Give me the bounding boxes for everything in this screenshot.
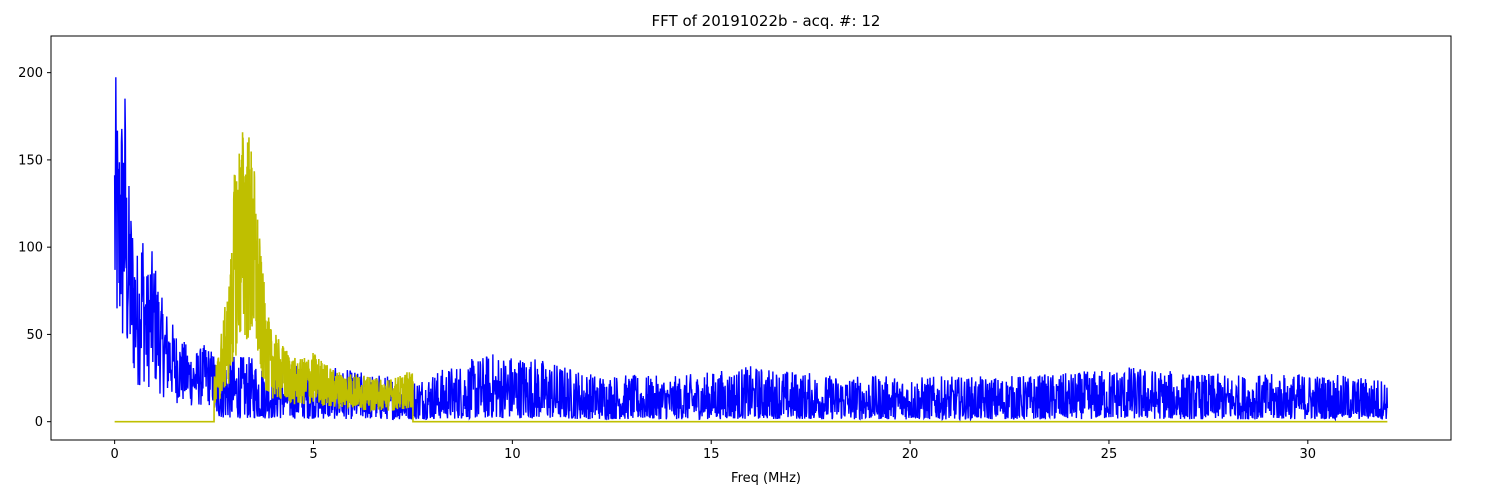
plot-area bbox=[113, 77, 1389, 423]
x-tick-label: 5 bbox=[309, 447, 317, 462]
axes-frame bbox=[50, 35, 1452, 441]
x-axis-label: Freq (MHz) bbox=[731, 471, 801, 486]
series-yellow-line bbox=[114, 132, 1388, 423]
y-tick-label: 50 bbox=[26, 328, 43, 343]
x-tick-label: 15 bbox=[703, 447, 720, 462]
x-tick-label: 0 bbox=[110, 447, 118, 462]
y-tick-label: 0 bbox=[35, 415, 43, 430]
x-tick-label: 30 bbox=[1300, 447, 1317, 462]
x-tick-label: 10 bbox=[504, 447, 521, 462]
x-axis: 0 5 10 15 20 25 30 bbox=[110, 440, 1316, 462]
series-layer bbox=[113, 77, 1389, 423]
chart-title: FFT of 20191022b - acq. #: 12 bbox=[652, 12, 881, 30]
y-tick-label: 200 bbox=[18, 66, 43, 81]
y-tick-label: 100 bbox=[18, 241, 43, 256]
y-axis: 0 50 100 150 200 bbox=[18, 66, 51, 430]
y-tick-label: 150 bbox=[18, 153, 43, 168]
x-tick-label: 25 bbox=[1101, 447, 1118, 462]
x-tick-label: 20 bbox=[902, 447, 919, 462]
